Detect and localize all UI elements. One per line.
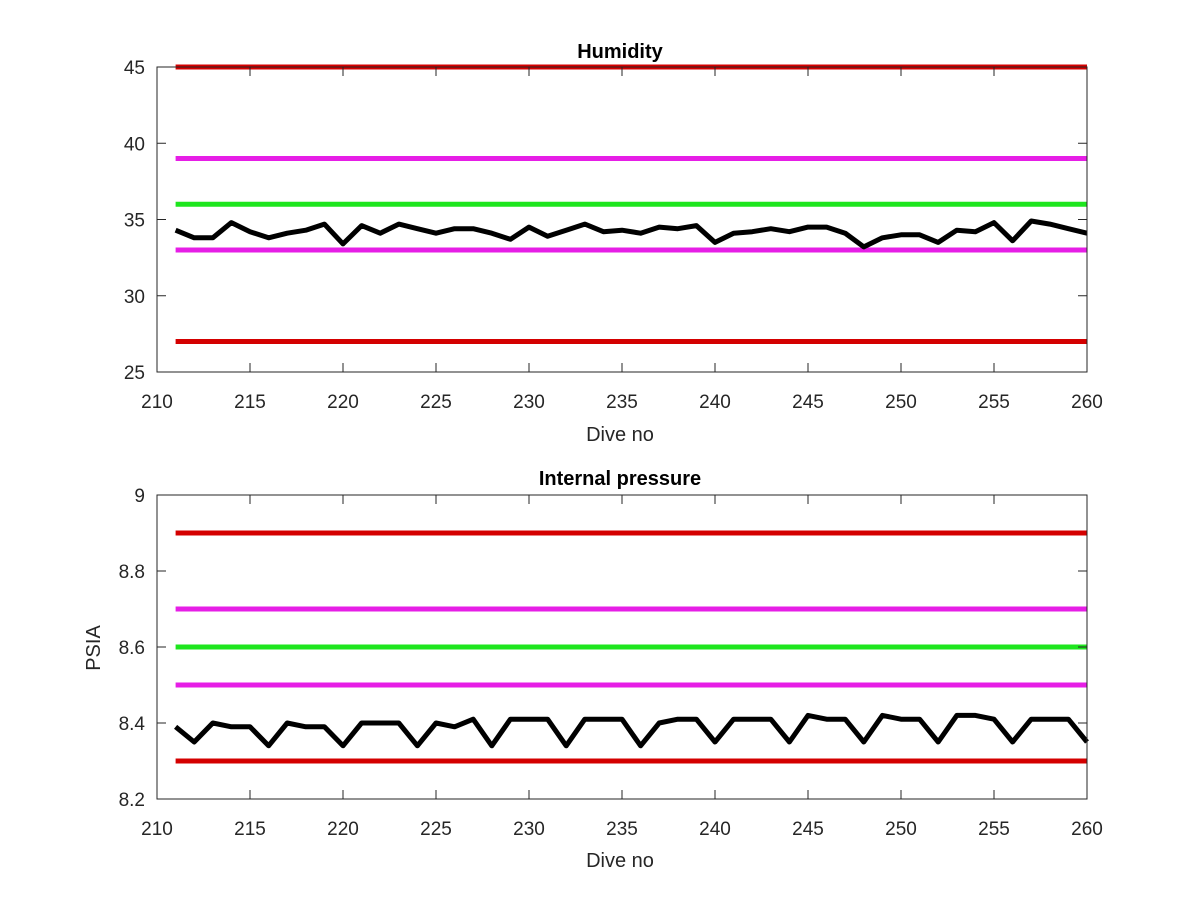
- x-tick-label: 210: [141, 392, 173, 413]
- x-tick-label: 210: [141, 819, 173, 840]
- x-tick-label: 230: [513, 392, 545, 413]
- y-tick-label: 25: [124, 363, 145, 384]
- x-tick-label: 225: [420, 392, 452, 413]
- y-tick-label: 45: [124, 58, 145, 79]
- series-line: [174, 712, 1089, 749]
- x-tick-label: 250: [885, 819, 917, 840]
- y-tick-label: 9: [134, 486, 145, 507]
- x-tick-label: 235: [606, 819, 638, 840]
- y-tick-label: 8.8: [119, 562, 145, 583]
- y-tick-label: 30: [124, 287, 145, 308]
- x-tick-label: 230: [513, 819, 545, 840]
- x-tick-label: 240: [699, 392, 731, 413]
- series-line: [174, 218, 1088, 250]
- x-tick-label: 255: [978, 392, 1010, 413]
- x-tick-label: 250: [885, 392, 917, 413]
- y-tick-label: 40: [124, 134, 145, 155]
- chart-title: Humidity: [577, 41, 663, 63]
- y-tick-label: 8.6: [119, 638, 145, 659]
- chart-title: Internal pressure: [539, 468, 701, 490]
- humidity-axes: Humidity Dive no 210 215 220 225 230 235 240 24…: [124, 41, 1103, 446]
- x-tick-label: 255: [978, 819, 1010, 840]
- x-tick-label: 245: [792, 819, 824, 840]
- x-tick-label: 220: [327, 392, 359, 413]
- y-tick-label: 8.2: [119, 790, 145, 811]
- x-axis-label: Dive no: [586, 424, 654, 446]
- x-tick-label: 240: [699, 819, 731, 840]
- x-tick-label: 260: [1071, 392, 1103, 413]
- y-tick-label: 8.4: [119, 714, 146, 735]
- y-axis-label: PSIA: [83, 625, 105, 671]
- x-tick-label: 215: [234, 819, 266, 840]
- x-tick-label: 235: [606, 392, 638, 413]
- x-tick-label: 220: [327, 819, 359, 840]
- internal-pressure-axes: Internal pressure Dive no PSIA 210 215 220…: [83, 468, 1103, 872]
- x-tick-label: 260: [1071, 819, 1103, 840]
- y-tick-label: 35: [124, 211, 145, 232]
- x-tick-label: 245: [792, 392, 824, 413]
- x-axis-label: Dive no: [586, 850, 654, 872]
- x-tick-label: 225: [420, 819, 452, 840]
- x-tick-label: 215: [234, 392, 266, 413]
